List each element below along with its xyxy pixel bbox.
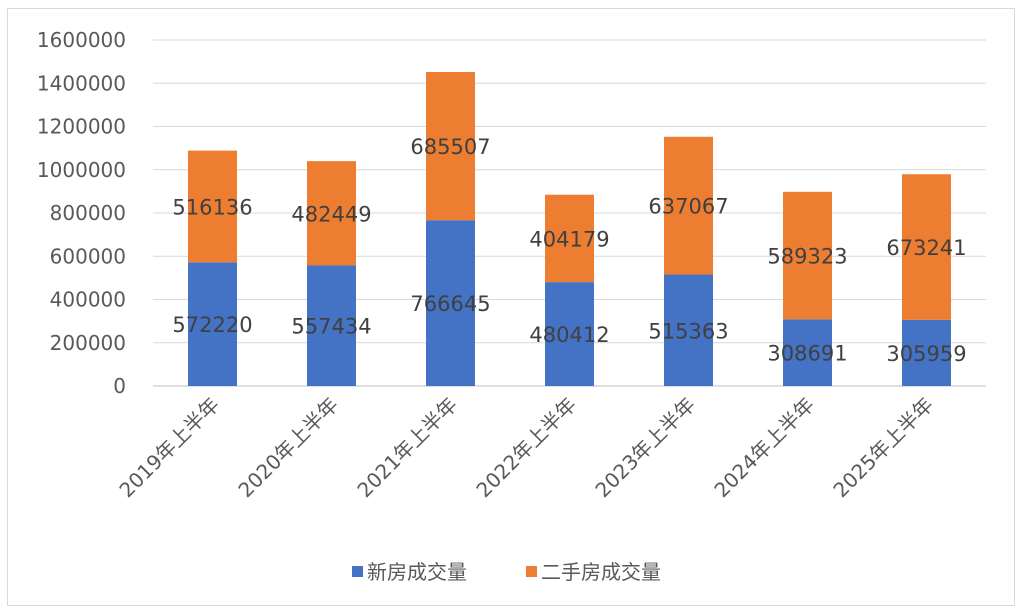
x-tick-label: 2020年上半年: [234, 393, 344, 503]
x-tick-label: 2019年上半年: [115, 393, 225, 503]
bar-resale-2: [307, 161, 356, 266]
x-tick-label: 2024年上半年: [710, 393, 820, 503]
bar-new-home-5: [664, 274, 713, 386]
y-tick-label: 600000: [50, 244, 126, 268]
data-label: 637067: [648, 195, 728, 219]
bar-resale-7: [902, 174, 951, 320]
legend-label-new-home: 新房成交量: [367, 560, 467, 584]
chart-frame: [7, 8, 1015, 606]
bar-resale-5: [664, 136, 713, 275]
data-label: 589323: [767, 245, 847, 269]
data-labels: 572220 516136 557434 482449 766645 685507 4804…: [172, 135, 966, 366]
y-tick-label: 1200000: [37, 115, 126, 139]
data-label: 673241: [886, 236, 966, 260]
bar-resale-4: [545, 194, 594, 283]
bar-new-home-1: [188, 262, 237, 386]
legend-swatch-resale: [526, 566, 537, 577]
data-label: 516136: [172, 195, 252, 219]
bar-new-home-3: [426, 220, 475, 386]
data-label: 305959: [886, 342, 966, 366]
bar-new-home-7: [902, 319, 951, 386]
bar-resale-6: [783, 191, 832, 320]
data-label: 480412: [529, 323, 609, 347]
y-axis-tick-labels: 0 200000 400000 600000 800000 1000000 1200000 1…: [37, 28, 126, 398]
bars: [188, 71, 951, 386]
y-tick-label: 400000: [50, 288, 126, 312]
bar-resale-3: [426, 71, 475, 221]
bar-new-home-6: [783, 319, 832, 386]
legend-label-resale: 二手房成交量: [541, 560, 661, 584]
x-tick-label: 2025年上半年: [829, 393, 939, 503]
y-tick-label: 1400000: [37, 71, 126, 95]
x-tick-label: 2022年上半年: [472, 393, 582, 503]
bar-resale-1: [188, 150, 237, 263]
bar-new-home-4: [545, 282, 594, 386]
data-label: 515363: [648, 319, 728, 343]
legend-swatch-new-home: [352, 566, 363, 577]
data-label: 557434: [291, 315, 371, 339]
y-tick-label: 200000: [50, 331, 126, 355]
data-label: 685507: [410, 135, 490, 159]
x-tick-label: 2021年上半年: [353, 393, 463, 503]
data-label: 766645: [410, 292, 490, 316]
data-label: 572220: [172, 313, 252, 337]
gridlines: [153, 39, 986, 387]
y-tick-label: 1000000: [37, 158, 126, 182]
data-label: 308691: [767, 342, 847, 366]
x-axis-tick-labels: 2019年上半年 2020年上半年 2021年上半年 2022年上半年 2023年上半年…: [115, 393, 939, 503]
y-tick-label: 800000: [50, 201, 126, 225]
y-tick-label: 1600000: [37, 28, 126, 52]
data-label: 404179: [529, 227, 609, 251]
data-label: 482449: [291, 202, 371, 226]
bar-new-home-2: [307, 265, 356, 386]
x-tick-label: 2023年上半年: [591, 393, 701, 503]
y-tick-label: 0: [113, 374, 126, 398]
legend: 新房成交量 二手房成交量: [352, 560, 661, 584]
